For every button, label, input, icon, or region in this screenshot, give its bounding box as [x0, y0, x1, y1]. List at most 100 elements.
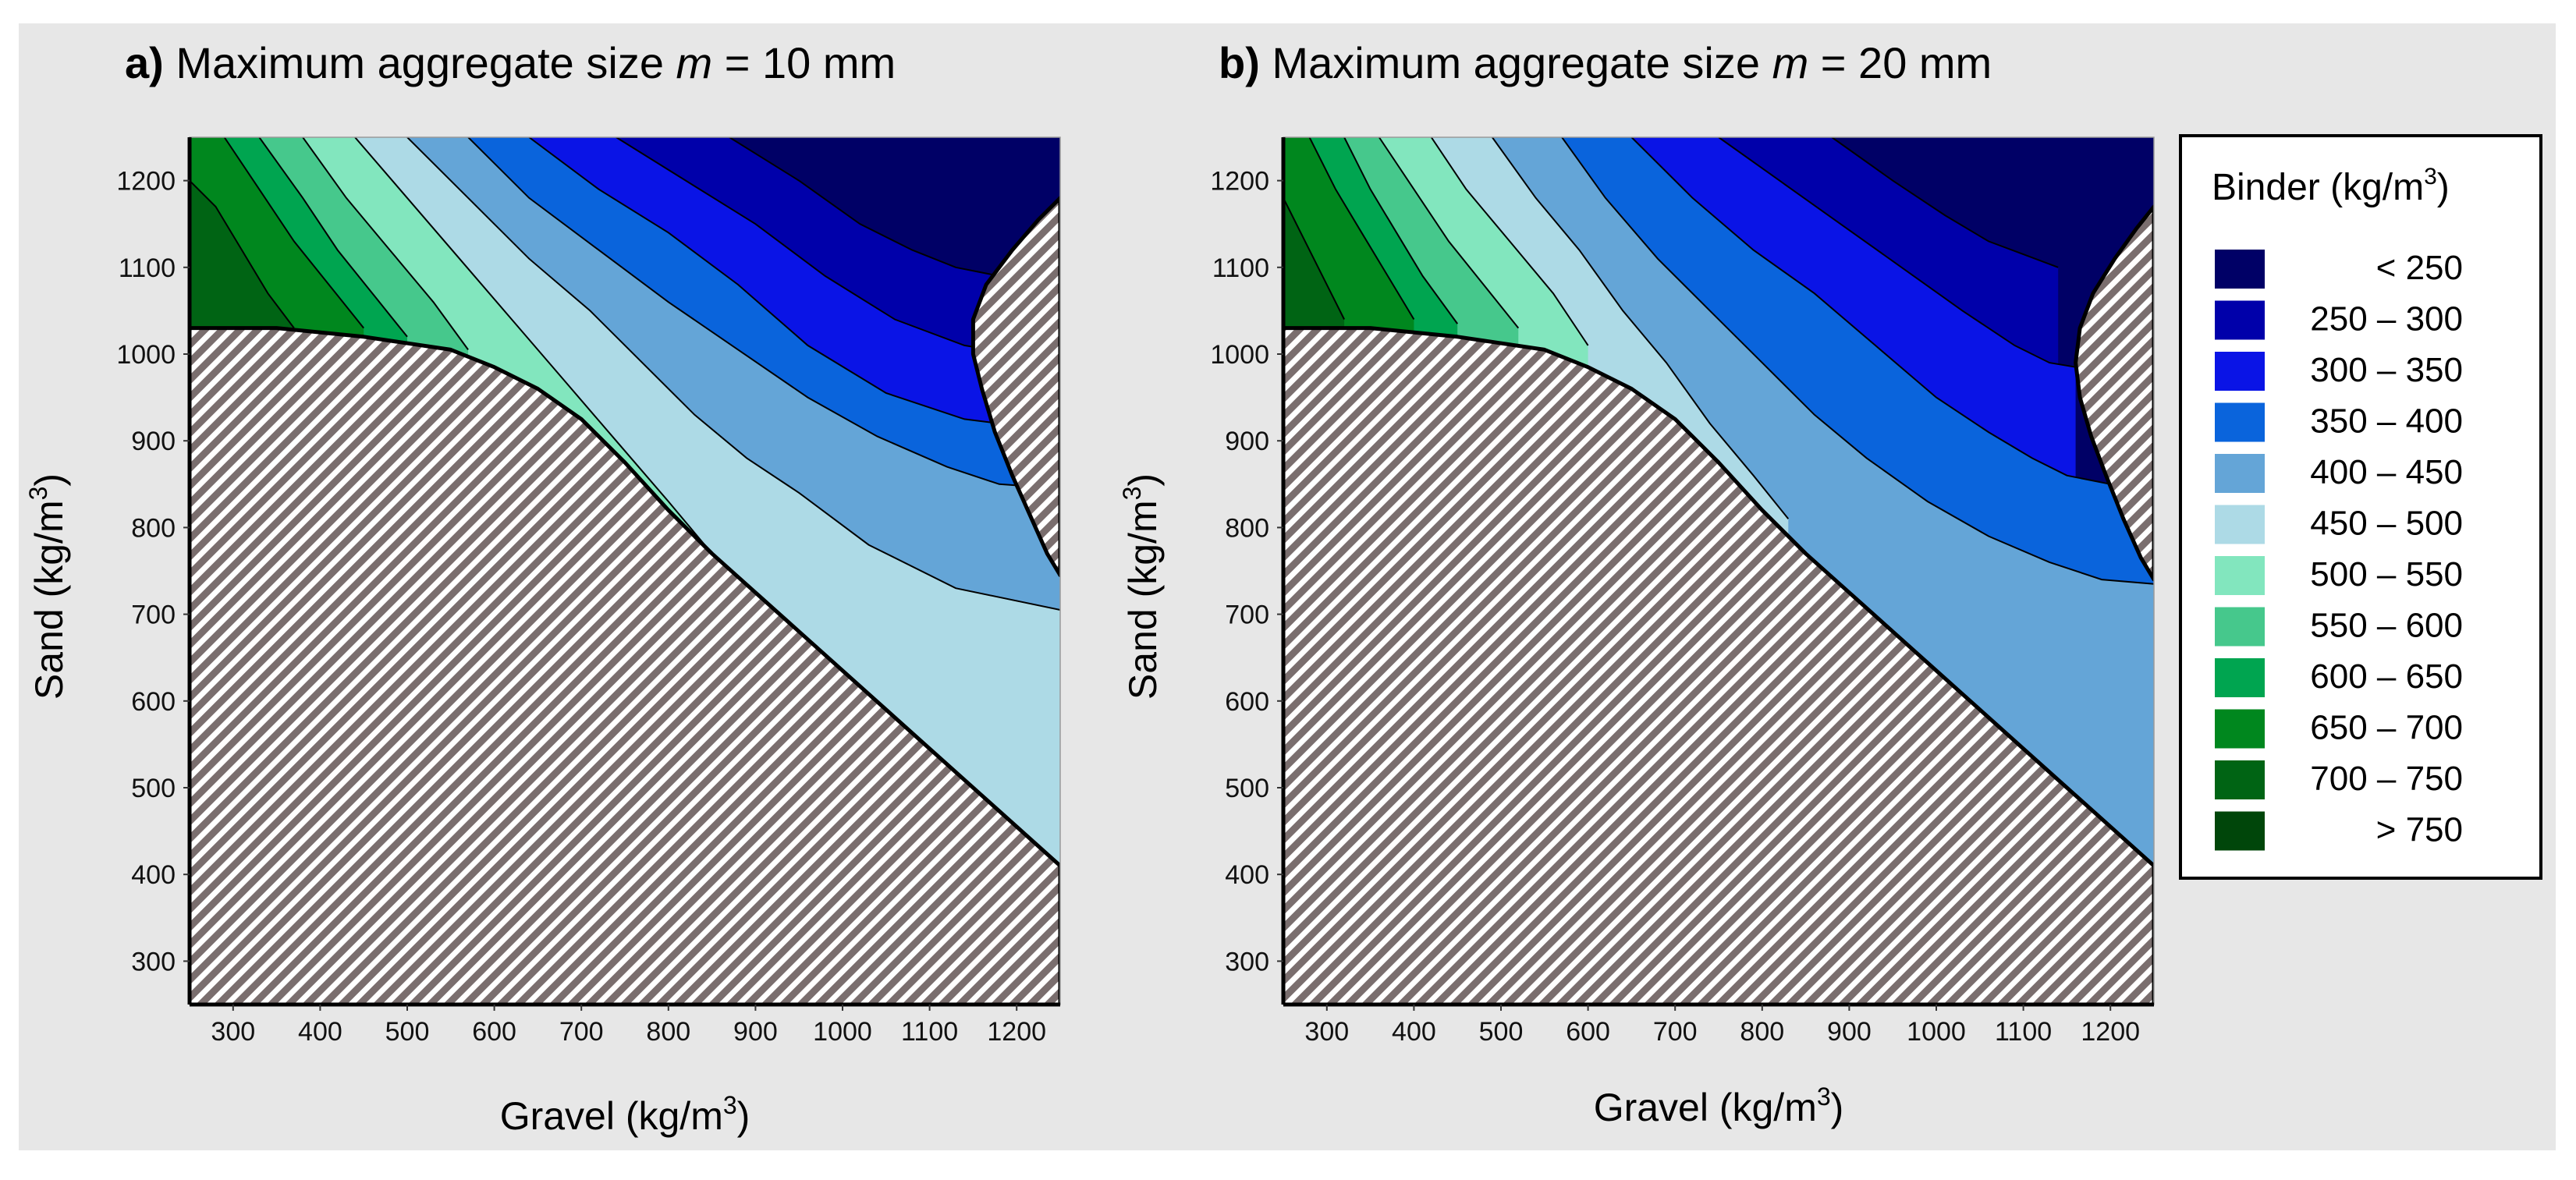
contour-line — [1561, 137, 2154, 585]
x-tick-label: 300 — [1304, 1017, 1349, 1047]
y-tick-label: 800 — [1225, 513, 1269, 543]
y-tick-label: 300 — [1225, 947, 1269, 976]
title-text: Maximum aggregate size — [1272, 38, 1772, 87]
y-tick-label: 1100 — [119, 253, 176, 283]
contour-line — [1718, 137, 2076, 368]
contour-line — [1630, 137, 2154, 487]
y-tick-label: 700 — [131, 601, 176, 630]
y-tick-label: 700 — [1225, 601, 1269, 630]
y-tick-label: 900 — [1225, 427, 1269, 456]
legend-label: 550 – 600 — [2310, 607, 2463, 645]
x-tick-label: 1100 — [901, 1017, 958, 1047]
x-tick-label: 1200 — [987, 1017, 1046, 1047]
legend-label: 450 – 500 — [2310, 505, 2463, 543]
x-tick-label: 1100 — [1995, 1017, 2052, 1047]
y-tick-label: 400 — [1225, 860, 1269, 890]
contour-line — [1283, 197, 1345, 320]
x-tick-label: 600 — [472, 1017, 516, 1047]
x-tick-label: 1000 — [1907, 1017, 1966, 1047]
y-label-exp: 3 — [1118, 487, 1146, 501]
legend-label: 250 – 300 — [2310, 300, 2463, 338]
legend-title-exp: 3 — [2424, 164, 2437, 190]
title-eq: = 10 mm — [725, 38, 896, 87]
contour-line — [406, 137, 1060, 611]
contour-line — [1491, 137, 1790, 519]
contour-line — [302, 137, 469, 350]
legend-swatch — [2215, 607, 2265, 647]
title-eq: = 20 mm — [1821, 38, 1992, 87]
infeasible-region-lower — [1283, 326, 2154, 1005]
x-tick-label: 600 — [1566, 1017, 1610, 1047]
legend-swatch — [2215, 300, 2265, 340]
panel-a: 300 400 500 600 700 800 900 1000 1100 1200 300 400 5… — [24, 38, 1061, 1138]
title-text: Maximum aggregate size — [176, 38, 676, 87]
title-var: m — [1772, 38, 1821, 87]
contour-line — [1430, 137, 1589, 346]
infeasible-region-upper-right — [970, 196, 1060, 578]
title-var: m — [676, 38, 725, 87]
panel-b: 300 400 500 600 700 800 900 1000 1100 1200 300 400 5… — [1118, 38, 2155, 1129]
x-tick-label: 500 — [385, 1017, 430, 1047]
y-tick-label: 1200 — [1210, 167, 1269, 197]
legend-label: 600 – 650 — [2310, 657, 2463, 696]
plot-area — [190, 137, 1060, 1005]
x-tick-label: 800 — [646, 1017, 690, 1047]
legend-label: < 250 — [2376, 249, 2463, 287]
y-label-exp: 3 — [24, 487, 52, 501]
x-label-exp: 3 — [723, 1091, 737, 1119]
legend-swatch — [2215, 402, 2265, 442]
contour-line — [616, 137, 1017, 355]
contour-line — [223, 137, 364, 329]
x-tick-label: 800 — [1740, 1017, 1784, 1047]
y-label-text: Sand (kg/m — [27, 500, 71, 700]
legend-swatch — [2215, 556, 2265, 595]
legend-label: 300 – 350 — [2310, 351, 2463, 389]
contour-line — [1378, 137, 1520, 329]
legend-label: 350 – 400 — [2310, 402, 2463, 441]
y-tick-label: 600 — [1225, 687, 1269, 717]
contour-line — [729, 137, 1000, 277]
x-tick-label: 900 — [733, 1017, 778, 1047]
x-tick-label: 500 — [1479, 1017, 1524, 1047]
x-tick-label: 400 — [298, 1017, 342, 1047]
y-tick-label: 1100 — [1212, 253, 1269, 283]
x-tick-label: 900 — [1827, 1017, 1872, 1047]
y-label-close: ) — [27, 473, 71, 487]
y-axis-label: Sand (kg/m3) — [1118, 473, 1165, 700]
x-tick-label: 700 — [559, 1017, 604, 1047]
legend-swatch — [2215, 709, 2265, 749]
y-tick-label: 400 — [131, 860, 176, 890]
contour-line — [190, 179, 295, 329]
x-tick-label: 1200 — [2081, 1017, 2140, 1047]
x-label-text: Gravel (kg/m — [500, 1094, 723, 1138]
x-label-exp: 3 — [1817, 1083, 1831, 1111]
legend-swatch — [2215, 352, 2265, 391]
x-label-text: Gravel (kg/m — [1594, 1086, 1817, 1129]
contour-line — [467, 137, 1060, 490]
x-axis-label: Gravel (kg/m3) — [1594, 1083, 1844, 1129]
panel-label: a) — [125, 38, 176, 87]
plot-area — [1283, 137, 2154, 1005]
y-label-text: Sand (kg/m — [1121, 500, 1165, 700]
x-tick-label: 700 — [1653, 1017, 1698, 1047]
x-label-close: ) — [737, 1094, 750, 1138]
contour-line — [258, 137, 408, 338]
panel-label: b) — [1219, 38, 1272, 87]
panels: 300 400 500 600 700 800 900 1000 1100 1200 300 400 5… — [24, 38, 2155, 1138]
y-tick-label: 900 — [131, 427, 176, 456]
legend-label: 700 – 750 — [2310, 760, 2463, 798]
contour-line — [1831, 137, 2059, 268]
legend-swatch — [2215, 505, 2265, 544]
legend-swatch — [2215, 658, 2265, 697]
y-tick-label: 500 — [131, 774, 176, 803]
y-axis-label: Sand (kg/m3) — [24, 473, 71, 700]
panel-title: b) Maximum aggregate size m = 20 mm — [1219, 38, 1992, 87]
legend-title-text: Binder (kg/m — [2212, 167, 2424, 208]
x-label-close: ) — [1831, 1086, 1844, 1129]
y-tick-label: 1000 — [116, 340, 176, 370]
legend-swatch — [2215, 454, 2265, 493]
contour-line — [354, 137, 739, 580]
y-tick-label: 1200 — [116, 167, 176, 197]
